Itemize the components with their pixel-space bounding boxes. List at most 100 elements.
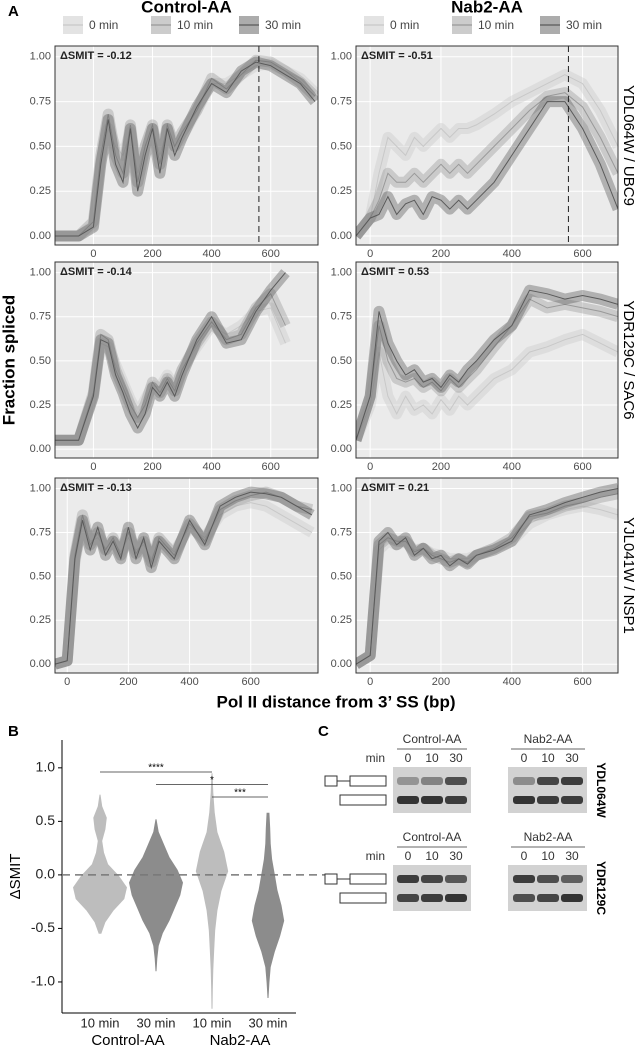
line — [356, 101, 618, 237]
y-tick-label: 0.25 — [331, 614, 352, 626]
panel-border — [54, 477, 319, 674]
y-tick-label: 0.75 — [331, 526, 352, 538]
band — [513, 875, 535, 883]
line — [356, 298, 618, 441]
annotation: ΔSMIT = -0.51 — [361, 50, 433, 62]
band — [421, 796, 443, 804]
legend-label: 30 min — [265, 18, 301, 32]
y-tick-label: 0.25 — [331, 185, 352, 197]
y-tick-label: 0.5 — [36, 812, 56, 828]
x-tick-label: 600 — [262, 461, 280, 473]
band — [537, 894, 559, 902]
band — [421, 894, 443, 902]
gel — [393, 767, 471, 813]
y-tick-label: 1.00 — [30, 482, 51, 494]
line — [55, 272, 286, 441]
x-tick-label: 200 — [143, 461, 161, 473]
exon-icon — [324, 873, 338, 885]
unit-label: min — [366, 849, 385, 863]
lane-label: 0 — [405, 751, 412, 765]
x-tick-label: 0 — [90, 461, 96, 473]
violin — [129, 819, 183, 972]
band — [537, 777, 559, 785]
y-tick-label: 0.25 — [30, 614, 51, 626]
y-tick-label: 0.75 — [331, 311, 352, 323]
y-tick-label: 0.50 — [30, 570, 51, 582]
y-tick-label: 0.50 — [30, 140, 51, 152]
y-tick-label: 1.00 — [331, 482, 352, 494]
band — [513, 894, 535, 902]
x-tick-label: 10 min — [80, 1015, 119, 1030]
x-tick-label: 400 — [180, 676, 198, 688]
exon-icon — [324, 775, 338, 787]
x-axis-title: Pol II distance from 3’ SS (bp) — [217, 692, 456, 711]
annotation: ΔSMIT = -0.14 — [60, 266, 133, 278]
lane-label: 10 — [541, 751, 555, 765]
group-label: Nab2-AA — [524, 732, 573, 746]
y-tick-label: 0.00 — [331, 230, 352, 242]
y-tick-label: 1.00 — [30, 51, 51, 63]
panel-border — [355, 261, 619, 459]
annotation: ΔSMIT = 0.53 — [361, 266, 429, 278]
panel-background — [356, 262, 618, 458]
legend-label: 30 min — [566, 18, 602, 32]
y-tick-label: 0.50 — [30, 355, 51, 367]
legend-label: 10 min — [478, 18, 514, 32]
group-label: Control-AA — [403, 732, 462, 746]
annotation: ΔSMIT = 0.21 — [361, 482, 429, 494]
x-tick-label: 600 — [242, 676, 260, 688]
x-tick-label: 600 — [262, 248, 280, 260]
violin — [73, 794, 127, 934]
gel — [393, 865, 471, 911]
lane-label: 0 — [521, 849, 528, 863]
y-tick-label: 0.75 — [331, 95, 352, 107]
exon-icon — [339, 892, 387, 904]
band — [561, 777, 583, 785]
lane-label: 30 — [449, 751, 463, 765]
y-tick-label: 0.50 — [331, 355, 352, 367]
y-tick-label: 0.25 — [331, 399, 352, 411]
lane-label: 10 — [425, 849, 439, 863]
band — [445, 777, 467, 785]
x-tick-label: 600 — [573, 461, 591, 473]
band — [513, 796, 535, 804]
band — [445, 875, 467, 883]
exon-icon — [349, 873, 387, 885]
band — [397, 796, 419, 804]
row-label: YDL064W / UBC9 — [620, 85, 637, 206]
band — [397, 894, 419, 902]
x-tick-label: 200 — [432, 461, 450, 473]
band — [397, 875, 419, 883]
y-tick-label: 0.00 — [331, 443, 352, 455]
panel-label: B — [8, 723, 19, 740]
x-tick-label: 600 — [573, 676, 591, 688]
x-tick-label: 200 — [432, 676, 450, 688]
lane-label: 0 — [405, 849, 412, 863]
line — [55, 491, 313, 665]
y-tick-label: 0.00 — [331, 658, 352, 670]
panel-label: A — [8, 3, 19, 20]
band — [561, 894, 583, 902]
y-tick-label: 0.75 — [30, 95, 51, 107]
annotation: ΔSMIT = -0.13 — [60, 482, 132, 494]
significance-label: * — [210, 775, 214, 786]
annotation: ΔSMIT = -0.12 — [60, 50, 132, 62]
x-tick-label: 600 — [573, 248, 591, 260]
exon-icon — [349, 775, 387, 787]
gene-label: YDL064W — [594, 762, 608, 818]
x-tick-label: 400 — [202, 461, 220, 473]
unit-label: min — [366, 751, 385, 765]
band — [445, 796, 467, 804]
x-tick-label: 400 — [503, 676, 521, 688]
significance-label: *** — [234, 788, 246, 799]
row-label: YDR129C / SAC6 — [620, 300, 637, 419]
x-tick-label: 30 min — [136, 1015, 175, 1030]
panel-background — [55, 46, 318, 245]
plot-area — [55, 269, 291, 446]
plot-area — [356, 483, 618, 669]
y-tick-label: 0.75 — [30, 526, 51, 538]
y-axis-title: Fraction spliced — [0, 295, 18, 425]
y-tick-label: 0.50 — [331, 140, 352, 152]
lane-label: 10 — [425, 751, 439, 765]
